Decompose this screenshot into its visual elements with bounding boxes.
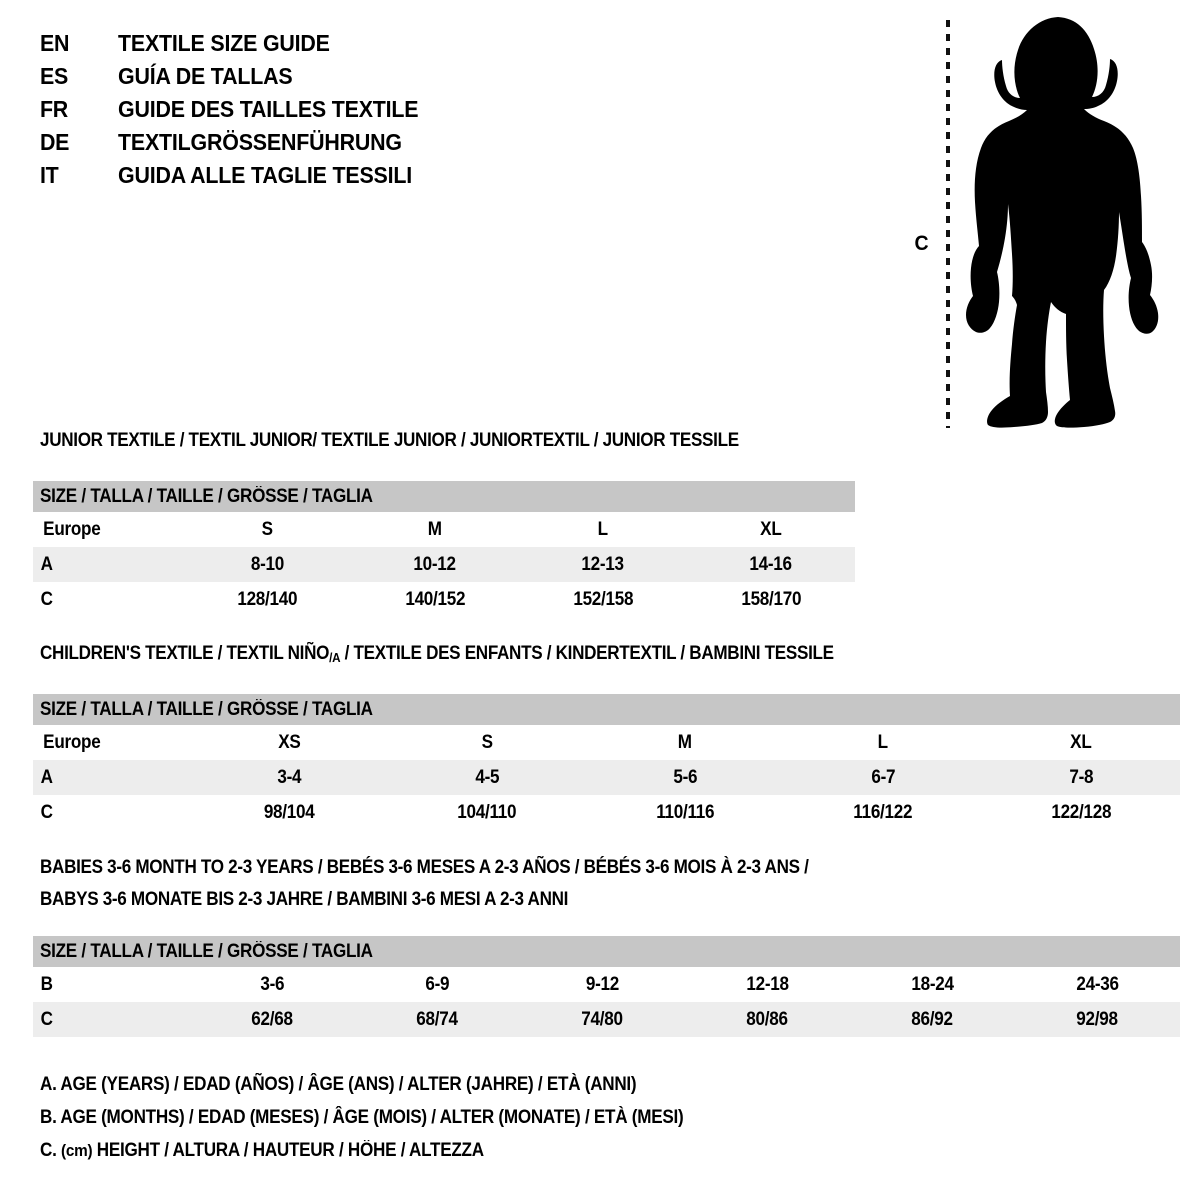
height-dashed-line [946, 20, 950, 428]
babies-height-6-9: 68/74 [416, 1008, 459, 1030]
children-age-xl: 7-8 [1069, 766, 1093, 788]
babies-age-6-9: 6-9 [425, 973, 450, 995]
children-row-label-a: A [40, 766, 53, 788]
junior-age-xl: 14-16 [749, 553, 793, 575]
children-size-xs: XS [277, 731, 301, 753]
junior-bar-label: SIZE / TALLA / TAILLE / GRÖSSE / TAGLIA [40, 485, 373, 507]
junior-size-m: M [428, 518, 442, 540]
legend-block: A. AGE (YEARS) / EDAD (AÑOS) / ÂGE (ANS)… [40, 1068, 1160, 1167]
babies-table-row-b: B 3-6 6-9 9-12 12-18 18-24 24-36 [33, 967, 1181, 1002]
children-title-pre: CHILDREN'S TEXTILE / TEXTIL NIÑO [40, 643, 330, 664]
language-title-it: GUIDA ALLE TAGLIE TESSILI [118, 162, 413, 188]
junior-table-row-a: A 8-10 10-12 12-13 14-16 [33, 547, 856, 582]
children-size-m: M [678, 731, 692, 753]
height-diagram: C [900, 14, 1180, 434]
children-row-label-europe: Europe [43, 731, 101, 753]
children-size-xl: XL [1070, 731, 1092, 753]
babies-age-18-24: 18-24 [911, 973, 954, 995]
language-title-en: TEXTILE SIZE GUIDE [118, 30, 330, 56]
language-code-es: ES [40, 63, 68, 89]
junior-table-header-bar: SIZE / TALLA / TAILLE / GRÖSSE / TAGLIA [33, 481, 856, 512]
children-age-xs: 3-4 [277, 766, 301, 788]
language-row-en: EN TEXTILE SIZE GUIDE [40, 30, 660, 63]
junior-size-l: L [597, 518, 609, 540]
language-title-block: EN TEXTILE SIZE GUIDE ES GUÍA DE TALLAS … [40, 30, 660, 195]
babies-row-label-c: C [40, 1008, 53, 1030]
language-row-es: ES GUÍA DE TALLAS [40, 63, 660, 96]
language-title-fr: GUIDE DES TAILLES TEXTILE [118, 96, 419, 122]
babies-height-12-18: 80/86 [746, 1008, 789, 1030]
babies-height-9-12: 74/80 [581, 1008, 624, 1030]
children-size-l: L [877, 731, 889, 753]
junior-age-s: 8-10 [250, 553, 284, 575]
junior-table-row-europe: Europe S M L XL [33, 512, 856, 547]
children-height-xs: 98/104 [263, 801, 315, 823]
junior-height-m: 140/152 [405, 588, 465, 610]
language-title-de: TEXTILGRÖSSENFÜHRUNG [118, 129, 402, 155]
legend-line-a: A. AGE (YEARS) / EDAD (AÑOS) / ÂGE (ANS)… [40, 1074, 637, 1095]
legend-line-b: B. AGE (MONTHS) / EDAD (MESES) / ÂGE (MO… [40, 1107, 684, 1128]
legend-c-prefix: C. [40, 1140, 62, 1161]
babies-bar-label: SIZE / TALLA / TAILLE / GRÖSSE / TAGLIA [40, 940, 373, 962]
babies-table-header-bar: SIZE / TALLA / TAILLE / GRÖSSE / TAGLIA [33, 936, 1181, 967]
children-table-row-europe: Europe XS S M L XL [33, 725, 1181, 760]
children-title-post: / TEXTILE DES ENFANTS / KINDERTEXTIL / B… [340, 643, 834, 664]
babies-age-9-12: 9-12 [585, 973, 620, 995]
children-table-header-bar: SIZE / TALLA / TAILLE / GRÖSSE / TAGLIA [33, 694, 1181, 725]
junior-table-row-c: C 128/140 140/152 152/158 158/170 [33, 582, 856, 617]
language-row-it: IT GUIDA ALLE TAGLIE TESSILI [40, 162, 660, 195]
children-age-l: 6-7 [871, 766, 895, 788]
babies-size-table: SIZE / TALLA / TAILLE / GRÖSSE / TAGLIA … [33, 936, 1181, 1037]
language-title-es: GUÍA DE TALLAS [118, 63, 293, 89]
babies-row-label-b: B [40, 973, 53, 995]
legend-line-c: C. (cm) HEIGHT / ALTURA / HAUTEUR / HÖHE… [40, 1134, 1048, 1167]
babies-height-18-24: 86/92 [911, 1008, 954, 1030]
children-size-s: S [481, 731, 493, 753]
section-title-babies-line1: BABIES 3-6 MONTH TO 2-3 YEARS / BEBÉS 3-… [40, 857, 809, 878]
junior-row-label-a: A [40, 553, 53, 575]
language-row-de: DE TEXTILGRÖSSENFÜHRUNG [40, 129, 660, 162]
children-table-row-c: C 98/104 104/110 110/116 116/122 122/128 [33, 795, 1181, 830]
junior-row-label-europe: Europe [43, 518, 101, 540]
children-height-s: 104/110 [457, 801, 517, 823]
babies-age-3-6: 3-6 [260, 973, 285, 995]
junior-height-xl: 158/170 [741, 588, 801, 610]
children-age-m: 5-6 [673, 766, 697, 788]
babies-age-12-18: 12-18 [746, 973, 789, 995]
babies-age-24-36: 24-36 [1076, 973, 1119, 995]
children-table-row-a: A 3-4 4-5 5-6 6-7 7-8 [33, 760, 1181, 795]
language-row-fr: FR GUIDE DES TAILLES TEXTILE [40, 96, 660, 129]
children-age-s: 4-5 [475, 766, 499, 788]
language-code-it: IT [40, 162, 59, 188]
junior-size-xl: XL [760, 518, 782, 540]
children-size-table: SIZE / TALLA / TAILLE / GRÖSSE / TAGLIA … [33, 694, 1181, 830]
junior-row-label-c: C [40, 588, 53, 610]
children-bar-label: SIZE / TALLA / TAILLE / GRÖSSE / TAGLIA [40, 698, 373, 720]
legend-c-text: HEIGHT / ALTURA / HAUTEUR / HÖHE / ALTEZ… [92, 1140, 484, 1161]
children-row-label-c: C [40, 801, 53, 823]
legend-c-unit: (cm) [61, 1141, 93, 1160]
children-height-l: 116/122 [853, 801, 913, 823]
junior-height-s: 128/140 [237, 588, 297, 610]
children-height-m: 110/116 [655, 801, 715, 823]
junior-height-l: 152/158 [573, 588, 633, 610]
section-title-junior: JUNIOR TEXTILE / TEXTIL JUNIOR/ TEXTILE … [40, 430, 739, 451]
children-height-xl: 122/128 [1051, 801, 1111, 823]
junior-age-m: 10-12 [413, 553, 457, 575]
language-code-fr: FR [40, 96, 68, 122]
babies-height-24-36: 92/98 [1076, 1008, 1119, 1030]
junior-age-l: 12-13 [581, 553, 625, 575]
section-title-children: CHILDREN'S TEXTILE / TEXTIL NIÑO/A / TEX… [40, 643, 834, 665]
children-title-sub: /A [329, 650, 341, 665]
babies-table-row-c: C 62/68 68/74 74/80 80/86 86/92 92/98 [33, 1002, 1181, 1037]
language-code-en: EN [40, 30, 70, 56]
language-code-de: DE [40, 129, 70, 155]
babies-height-3-6: 62/68 [251, 1008, 294, 1030]
child-silhouette-icon [962, 14, 1162, 433]
section-title-babies-line2: BABYS 3-6 MONATE BIS 2-3 JAHRE / BAMBINI… [40, 889, 569, 910]
junior-size-table: SIZE / TALLA / TAILLE / GRÖSSE / TAGLIA … [33, 481, 856, 617]
height-measure-label: C [914, 232, 929, 255]
junior-size-s: S [261, 518, 273, 540]
